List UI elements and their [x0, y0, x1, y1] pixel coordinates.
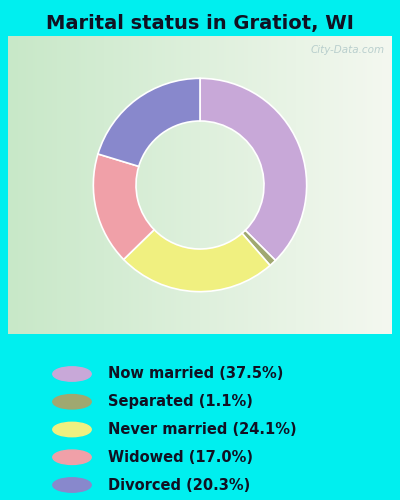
Text: Divorced (20.3%): Divorced (20.3%): [108, 478, 250, 492]
Circle shape: [53, 450, 91, 464]
Text: Separated (1.1%): Separated (1.1%): [108, 394, 253, 409]
Text: Never married (24.1%): Never married (24.1%): [108, 422, 297, 437]
Text: Marital status in Gratiot, WI: Marital status in Gratiot, WI: [46, 14, 354, 33]
Circle shape: [53, 394, 91, 409]
Wedge shape: [242, 230, 276, 266]
Text: Widowed (17.0%): Widowed (17.0%): [108, 450, 253, 465]
Wedge shape: [200, 78, 307, 260]
Circle shape: [53, 422, 91, 436]
Circle shape: [53, 367, 91, 381]
Wedge shape: [93, 154, 154, 260]
Wedge shape: [98, 78, 200, 166]
Text: City-Data.com: City-Data.com: [310, 44, 384, 54]
Text: Now married (37.5%): Now married (37.5%): [108, 366, 283, 382]
Circle shape: [53, 478, 91, 492]
Wedge shape: [124, 230, 270, 292]
